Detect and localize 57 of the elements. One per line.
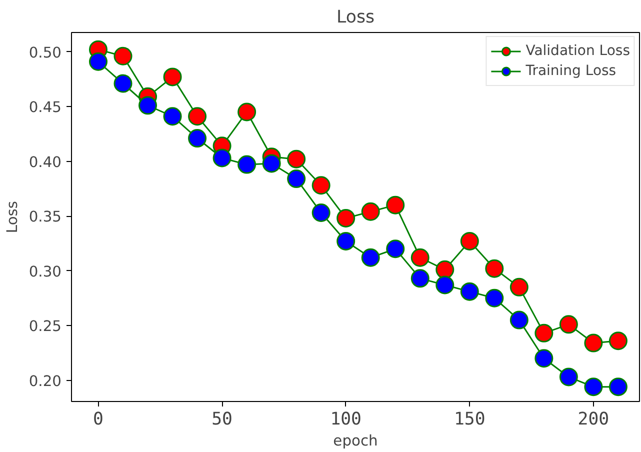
point bbox=[510, 310, 528, 330]
y-axis-title: Loss bbox=[4, 200, 21, 234]
y-tick-label: 0.20 bbox=[28, 372, 62, 390]
point bbox=[88, 52, 108, 71]
point bbox=[436, 260, 454, 279]
point bbox=[287, 170, 306, 188]
point bbox=[559, 315, 578, 334]
x-tick-label: 100 bbox=[330, 410, 362, 430]
x-tick-label: 150 bbox=[454, 410, 486, 430]
y-tick-label: 0.50 bbox=[28, 44, 62, 62]
point bbox=[534, 349, 554, 368]
point bbox=[114, 46, 132, 66]
point bbox=[485, 288, 504, 308]
point bbox=[608, 378, 628, 396]
point bbox=[114, 74, 132, 93]
x-tick-label: 50 bbox=[212, 410, 232, 430]
legend-label: Training Loss bbox=[526, 63, 616, 79]
point bbox=[410, 269, 430, 288]
point bbox=[386, 240, 405, 258]
point bbox=[510, 278, 528, 296]
point bbox=[188, 129, 207, 148]
point bbox=[336, 208, 356, 228]
chart-title: Loss bbox=[336, 8, 375, 28]
y-tick-label: 0.40 bbox=[28, 154, 62, 171]
point bbox=[436, 276, 454, 294]
point bbox=[460, 232, 479, 250]
point bbox=[608, 332, 628, 350]
x-axis-title: epoch bbox=[333, 432, 378, 450]
legend-label: Validation Loss bbox=[526, 43, 630, 59]
point bbox=[238, 102, 256, 122]
point bbox=[262, 154, 281, 173]
point bbox=[361, 248, 380, 267]
point bbox=[163, 107, 182, 126]
point bbox=[312, 203, 330, 222]
point bbox=[238, 155, 256, 174]
y-tick-label: 0.25 bbox=[28, 318, 62, 336]
point bbox=[485, 259, 504, 278]
point bbox=[287, 150, 306, 168]
point bbox=[188, 107, 207, 126]
x-tick-label: 200 bbox=[578, 410, 610, 430]
y-tick-label: 0.30 bbox=[28, 263, 62, 280]
point bbox=[163, 68, 182, 86]
x-tick-label: 0 bbox=[93, 410, 104, 430]
point bbox=[336, 232, 356, 250]
point bbox=[361, 202, 380, 221]
point bbox=[460, 282, 479, 301]
point bbox=[559, 368, 578, 386]
point bbox=[584, 378, 603, 396]
point bbox=[584, 334, 603, 352]
y-tick-label: 0.35 bbox=[28, 208, 62, 226]
point bbox=[534, 324, 554, 342]
point bbox=[212, 148, 232, 168]
point bbox=[410, 248, 430, 267]
point bbox=[138, 96, 158, 115]
y-tick-label: 0.45 bbox=[28, 99, 62, 116]
point bbox=[312, 176, 330, 195]
point bbox=[386, 196, 405, 214]
